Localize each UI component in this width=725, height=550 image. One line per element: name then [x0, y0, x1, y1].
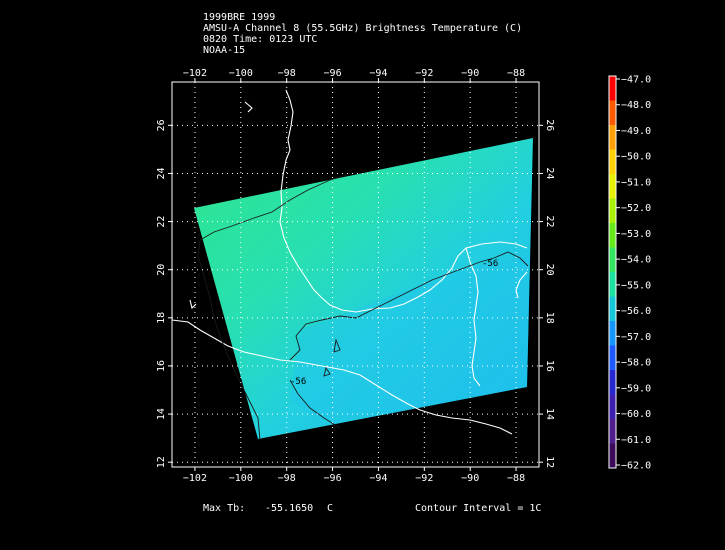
colorbar — [608, 75, 620, 469]
colorbar-swatch — [609, 419, 616, 444]
lon-tick-label-top: −100 — [229, 68, 253, 79]
lon-tick-label-top: −98 — [278, 68, 296, 79]
graticule — [172, 82, 539, 467]
colorbar-label: −58.0 — [621, 358, 651, 369]
lat-tick-label-left: 12 — [156, 456, 167, 468]
colorbar-label: −56.0 — [621, 306, 651, 317]
title-line-1: 1999BRE 1999 — [203, 12, 276, 23]
axis-ticks — [168, 78, 543, 471]
title-line-4: NOAA-15 — [203, 45, 246, 56]
colorbar-label: −50.0 — [621, 152, 651, 163]
lat-tick-label-right: 20 — [544, 264, 555, 276]
lon-tick-label-top: −102 — [183, 68, 207, 79]
colorbar-frame — [608, 75, 617, 469]
colorbar-label: −48.0 — [621, 100, 651, 111]
colorbar-swatch — [609, 321, 616, 346]
colorbar-label: −52.0 — [621, 203, 651, 214]
colorbar-label: −51.0 — [621, 177, 651, 188]
contour-interval: Contour Interval = 1C — [415, 503, 542, 514]
colorbar-swatch — [609, 223, 616, 248]
colorbar-label: −49.0 — [621, 126, 651, 137]
max-tb-value: -55.1650 — [265, 503, 314, 514]
lat-tick-label-left: 24 — [156, 167, 167, 179]
lat-tick-label-right: 12 — [544, 456, 555, 468]
colorbar-swatch — [609, 174, 616, 199]
max-tb-label: Max Tb: — [203, 503, 246, 514]
colorbar-swatch — [609, 247, 616, 273]
colorbar-swatch — [609, 76, 616, 101]
colorbar-label: −55.0 — [621, 280, 651, 291]
lat-tick-label-right: 14 — [544, 408, 555, 420]
colorbar-label: −62.0 — [621, 461, 651, 472]
lon-tick-label-bottom: −98 — [278, 473, 296, 484]
lat-tick-label-left: 16 — [156, 360, 167, 372]
lon-tick-label-top: −92 — [415, 68, 433, 79]
title-line-3: 0820 Time: 0123 UTC — [203, 34, 318, 45]
colorbar-label: −57.0 — [621, 332, 651, 343]
colorbar-label: −47.0 — [621, 75, 651, 86]
max-tb-unit: C — [327, 503, 334, 514]
lat-tick-label-left: 20 — [156, 264, 167, 276]
lat-tick-label-right: 22 — [544, 216, 555, 228]
lat-tick-label-right: 26 — [544, 119, 555, 131]
coastline — [172, 89, 528, 435]
colorbar-label: −61.0 — [621, 435, 651, 446]
title-line-2: AMSU-A Channel 8 (55.5GHz) Brightness Te… — [203, 23, 523, 34]
colorbar-swatch — [609, 296, 616, 322]
lon-tick-label-top: −88 — [507, 68, 525, 79]
lat-tick-label-left: 18 — [156, 312, 167, 324]
lat-tick-label-left: 14 — [156, 408, 167, 420]
colorbar-swatch — [609, 443, 616, 469]
colorbar-swatch — [609, 198, 616, 224]
lon-tick-label-bottom: −90 — [461, 473, 479, 484]
lon-tick-label-bottom: −92 — [415, 473, 433, 484]
swath-cooler-region — [290, 255, 530, 420]
lon-tick-label-top: −96 — [324, 68, 342, 79]
colorbar-label: −54.0 — [621, 255, 651, 266]
colorbar-swatch — [609, 394, 616, 420]
lon-tick-label-bottom: −96 — [324, 473, 342, 484]
swath-brightness-field — [194, 138, 533, 439]
colorbar-swatch — [609, 149, 616, 175]
lon-tick-label-bottom: −88 — [507, 473, 525, 484]
colorbar-label: −60.0 — [621, 409, 651, 420]
contour-label: -56 — [482, 259, 498, 269]
lat-tick-label-left: 22 — [156, 216, 167, 228]
lat-tick-label-right: 24 — [544, 167, 555, 179]
lon-tick-label-top: −94 — [369, 68, 387, 79]
lon-tick-label-top: −90 — [461, 68, 479, 79]
colorbar-swatch — [609, 125, 616, 150]
lon-tick-label-bottom: −102 — [183, 473, 207, 484]
map-frame — [171, 81, 540, 468]
lat-tick-label-right: 16 — [544, 360, 555, 372]
colorbar-swatch — [609, 100, 616, 126]
colorbar-swatch — [609, 370, 616, 395]
colorbar-label: −53.0 — [621, 229, 651, 240]
contour-lines — [197, 171, 529, 441]
lon-tick-label-bottom: −100 — [229, 473, 253, 484]
lon-tick-label-bottom: −94 — [369, 473, 387, 484]
contour-label: -56 — [290, 377, 306, 387]
colorbar-label: −59.0 — [621, 383, 651, 394]
colorbar-swatch — [609, 345, 616, 371]
colorbar-swatch — [609, 272, 616, 297]
lat-tick-label-right: 18 — [544, 312, 555, 324]
lat-tick-label-left: 26 — [156, 119, 167, 131]
